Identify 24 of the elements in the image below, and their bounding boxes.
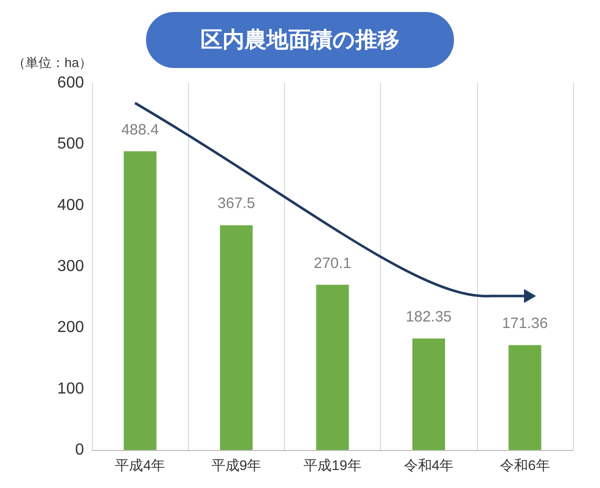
bar [412,338,446,450]
y-tick-label: 500 [57,136,84,153]
x-tick-label: 平成19年 [304,457,362,473]
bar [220,225,253,450]
data-label: 171.36 [502,315,548,332]
x-tick-label: 令和6年 [500,457,550,473]
y-tick-label: 200 [57,319,84,336]
data-label: 182.35 [406,308,452,326]
x-tick-label: 平成9年 [211,457,262,473]
x-tick-label: 平成4年 [115,457,165,473]
y-tick-label: 100 [57,380,84,398]
bar [508,345,542,450]
y-tick-label: 0 [75,442,84,458]
x-tick-label: 令和4年 [404,457,454,473]
y-tick-label: 400 [57,196,84,214]
chart-title: 区内農地面積の推移 [146,12,454,68]
y-axis-title: （単位：ha） [12,55,92,70]
data-label: 270.1 [314,254,352,272]
data-label: 367.5 [218,195,256,212]
bar [316,284,349,450]
y-tick-label: 600 [57,74,84,92]
bar [124,151,156,450]
y-tick-label: 300 [57,258,84,275]
data-label: 488.4 [121,121,159,138]
